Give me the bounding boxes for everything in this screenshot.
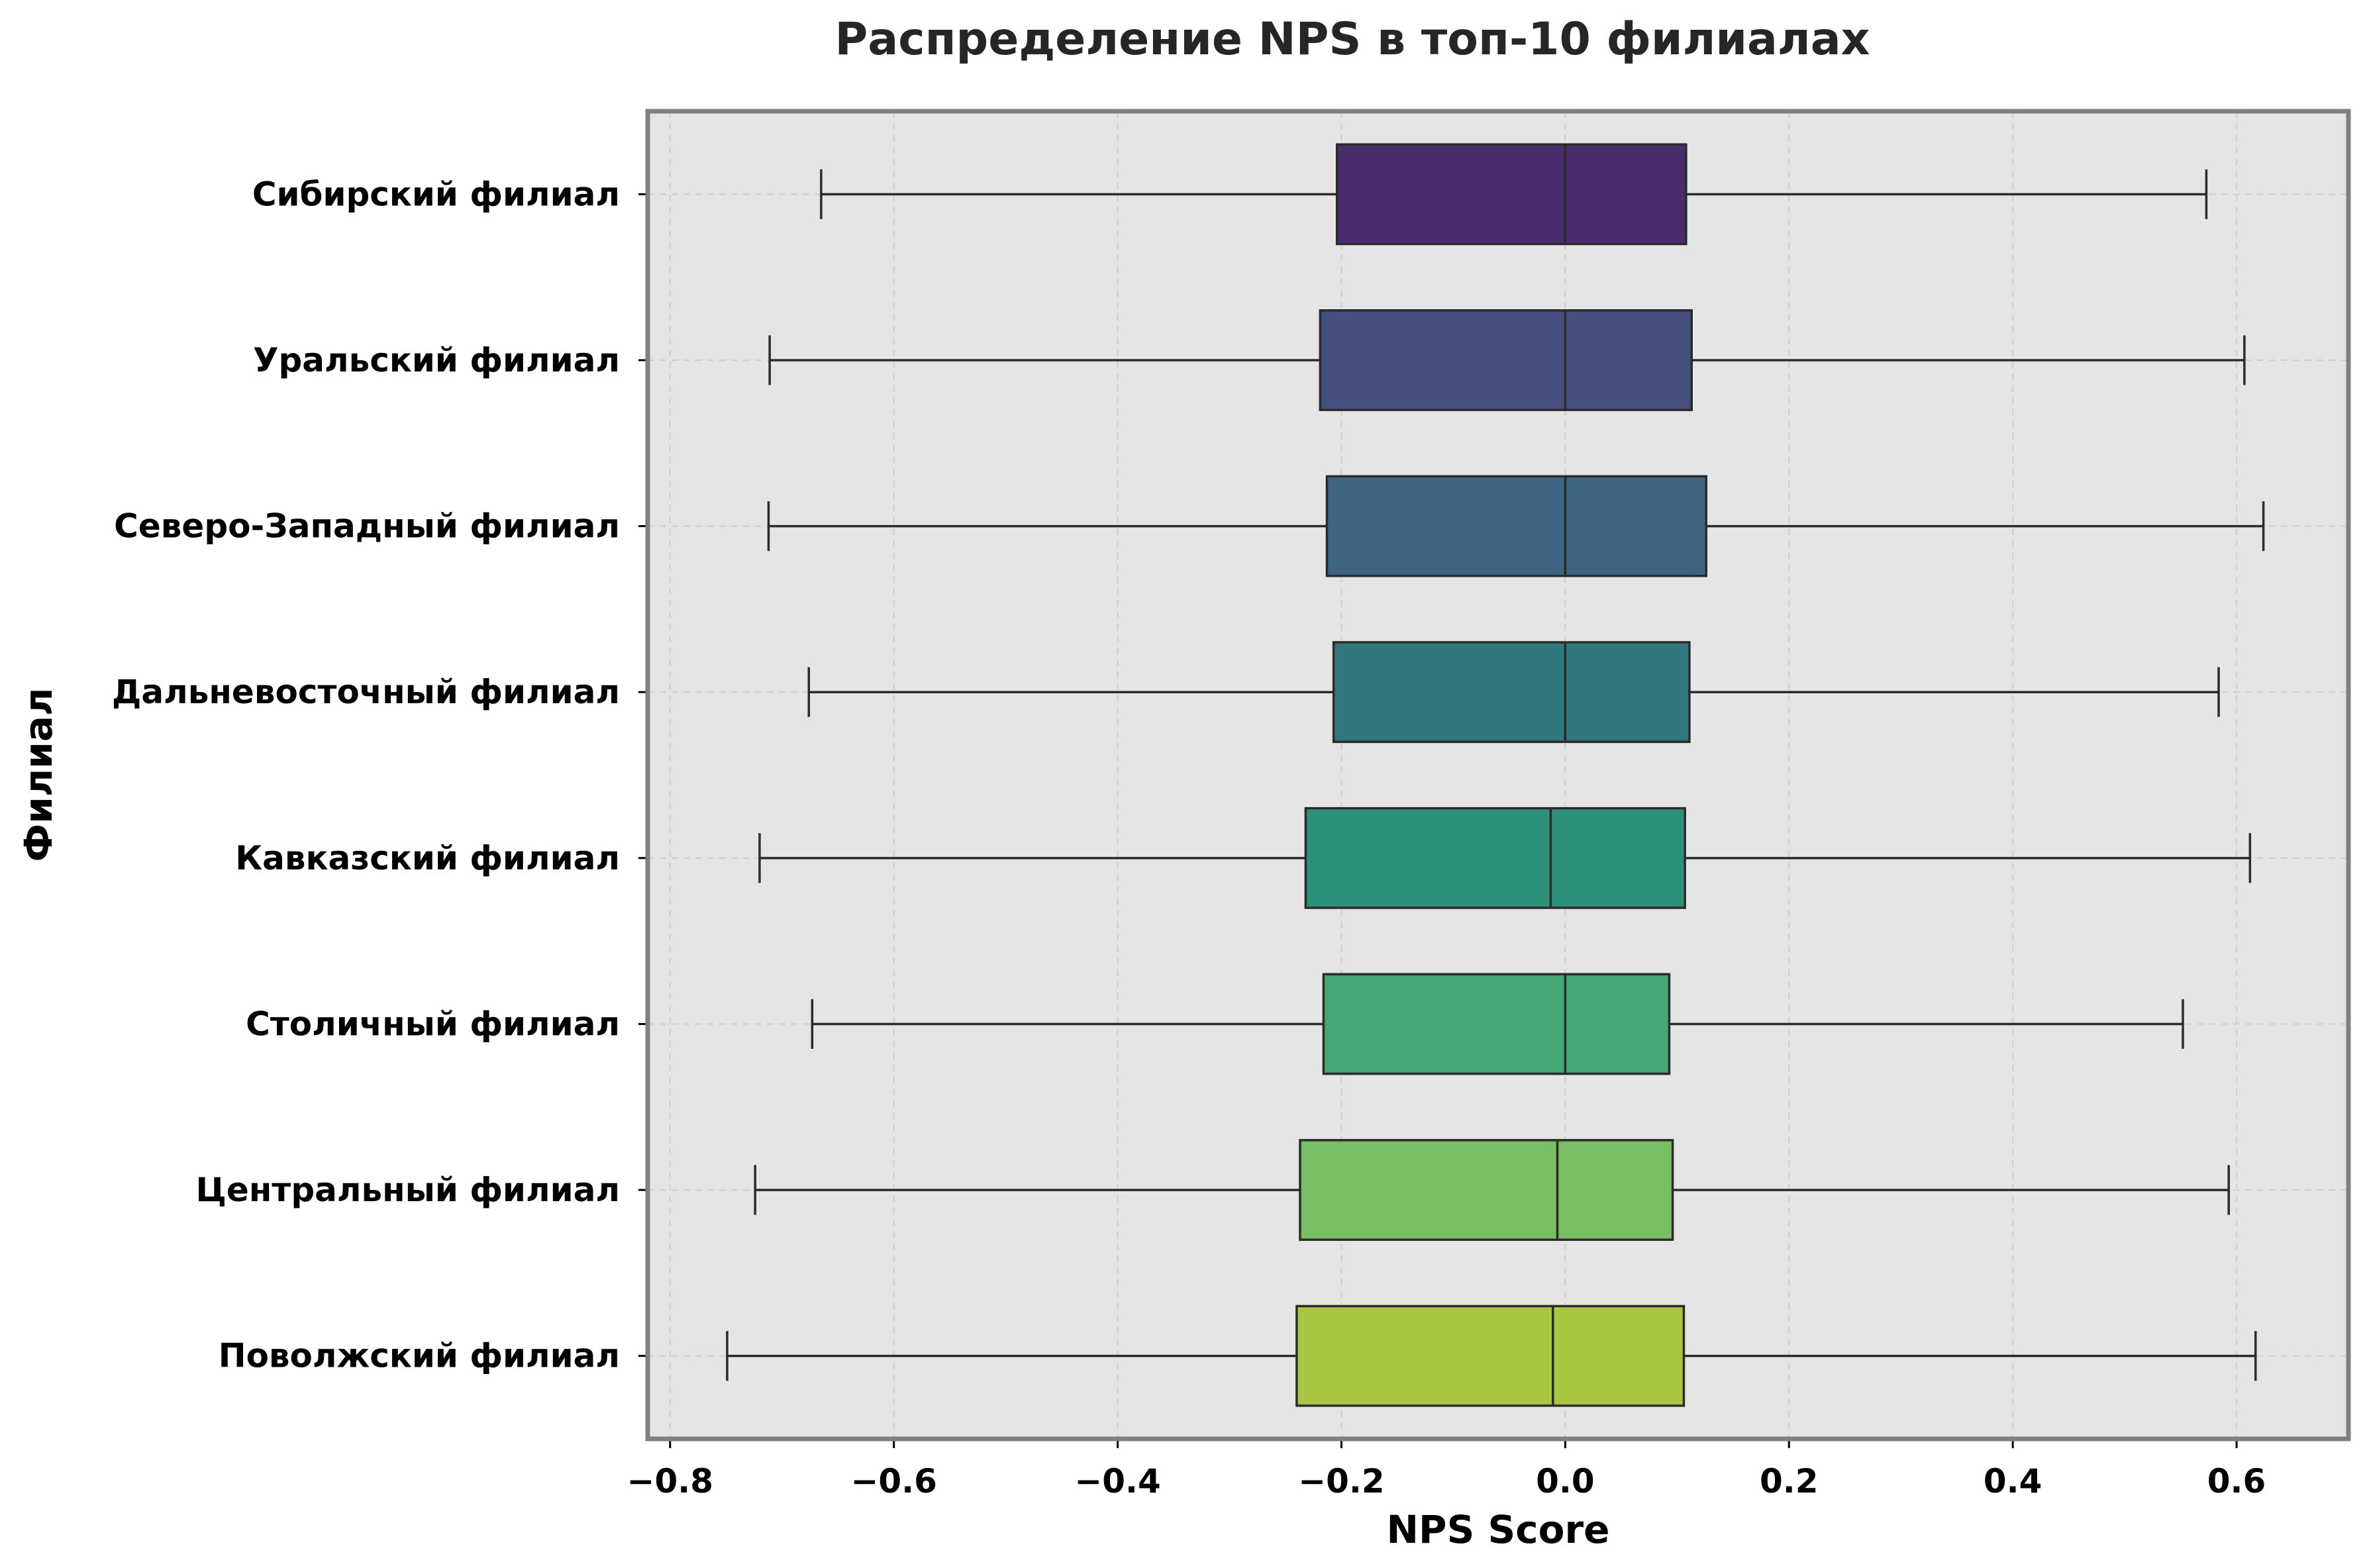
y-axis-label: Филиал xyxy=(16,688,61,862)
box-6 xyxy=(811,973,2184,1075)
box-4 xyxy=(807,641,2220,744)
x-tick-label: 0.6 xyxy=(2207,1462,2266,1500)
x-tick-label: −0.2 xyxy=(1298,1462,1384,1500)
x-axis-label: NPS Score xyxy=(1387,1507,1610,1552)
iqr-box xyxy=(1335,143,1687,246)
y-tick-label: Сибирский филиал xyxy=(252,175,620,213)
iqr-box xyxy=(1295,1304,1686,1407)
x-tick-label: 0.2 xyxy=(1760,1462,1819,1500)
iqr-box xyxy=(1332,641,1691,744)
box-8 xyxy=(726,1304,2257,1407)
box-2 xyxy=(768,309,2246,411)
iqr-box xyxy=(1319,309,1693,411)
y-tick-label: Столичный филиал xyxy=(246,1004,620,1043)
y-tick-label: Дальневосточный филиал xyxy=(112,673,620,711)
x-tick-label: 0.4 xyxy=(1984,1462,2042,1500)
iqr-box xyxy=(1322,973,1671,1075)
x-tick-label: −0.4 xyxy=(1074,1462,1160,1500)
x-tick-labels: −0.8 −0.6 −0.4 −0.2 0.0 0.2 0.4 0.6 xyxy=(627,1439,2266,1500)
y-tick-label: Кавказский филиал xyxy=(235,839,620,877)
iqr-box xyxy=(1299,1139,1674,1241)
x-tick-label: −0.8 xyxy=(627,1462,713,1500)
chart-title: Распределение NPS в топ-10 филиалах xyxy=(835,13,1870,66)
y-tick-label: Северо-Западный филиал xyxy=(114,507,620,546)
x-tick-label: −0.6 xyxy=(850,1462,936,1500)
y-tick-labels: Сибирский филиал Уральский филиал Северо-З… xyxy=(112,175,648,1375)
box-1 xyxy=(820,143,2208,246)
iqr-box xyxy=(1325,475,1707,577)
iqr-box xyxy=(1304,807,1686,909)
box-7 xyxy=(754,1139,2230,1241)
y-tick-label: Поволжский филиал xyxy=(219,1337,620,1375)
y-tick-label: Уральский филиал xyxy=(253,341,620,379)
x-tick-label: 0.0 xyxy=(1536,1462,1595,1500)
box-5 xyxy=(758,807,2252,909)
y-tick-label: Центральный филиал xyxy=(196,1171,620,1209)
box-3 xyxy=(767,475,2265,577)
box-series xyxy=(726,143,2265,1407)
